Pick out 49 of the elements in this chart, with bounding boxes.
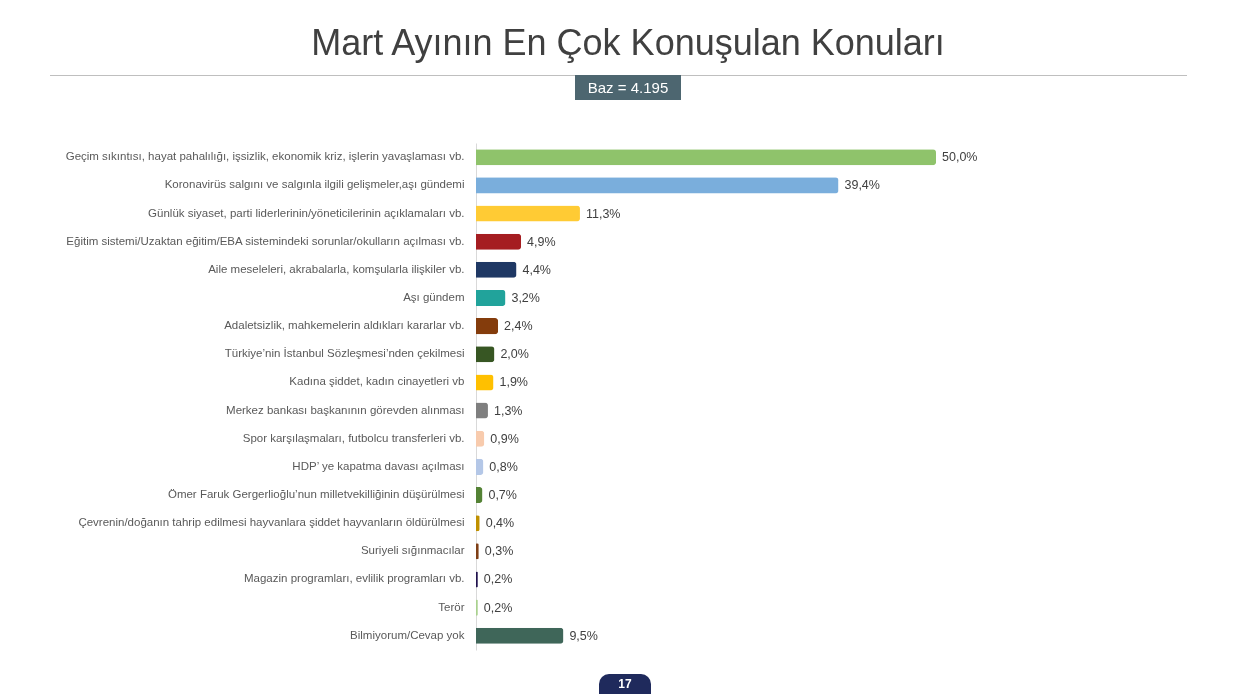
data-label: 4,4% <box>522 262 551 277</box>
y-tick-label: Bilmiyorum/Cevap yok <box>350 628 465 641</box>
data-label: 3,2% <box>511 290 540 305</box>
y-tick-label: Aşı gündem <box>403 290 465 303</box>
bar <box>476 233 522 250</box>
data-label: 2,0% <box>500 347 529 362</box>
y-tick-label: Terör <box>438 600 465 613</box>
bar <box>476 261 517 278</box>
y-tick-label: HDP’ ye kapatma davası açılması <box>292 459 465 472</box>
bar <box>476 205 580 222</box>
y-tick-label: Koronavirüs salgını ve salgınla ilgili gelişmeler,aşı gündemi <box>164 178 465 191</box>
data-label: 0,3% <box>484 544 514 559</box>
data-label: 1,9% <box>499 375 528 390</box>
bar <box>476 374 494 391</box>
data-label: 0,2% <box>483 600 513 615</box>
y-tick-label: Çevrenin/doğanın tahrip edilmesi hayvanlara şiddet hayvanların öldürülmesi <box>78 516 465 529</box>
data-label: 2,4% <box>504 319 533 334</box>
y-tick-label: Türkiye’nin İstanbul Sözleşmesi’nden çekilmesi <box>224 347 465 360</box>
y-tick-label: Adaletsizlik, mahkemelerin aldıkları kararlar vb. <box>224 319 465 332</box>
y-tick-label: Magazin programları, evlilik programları vb. <box>244 572 465 585</box>
data-label: 9,5% <box>569 628 598 643</box>
y-tick-label: Günlük siyaset, parti liderlerinin/yöneticilerinin açıklamaları vb. <box>148 206 465 219</box>
data-label: 4,9% <box>527 234 556 249</box>
y-tick-label: Geçim sıkıntısı, hayat pahalılığı, işsizlik, ekonomik kriz, işlerin yavaşlaması vb. <box>65 150 465 163</box>
bar <box>476 177 839 194</box>
data-label: 39,4% <box>844 178 880 193</box>
data-label: 11,3% <box>585 206 621 221</box>
bar <box>476 318 499 335</box>
bar <box>476 289 506 306</box>
data-label: 0,9% <box>490 431 519 446</box>
y-tick-label: Ömer Faruk Gergerlioğlu’nun milletvekilliğinin düşürülmesi <box>167 488 465 501</box>
chart-subtitle: Baz = 4.195 <box>587 79 669 96</box>
y-tick-label: Suriyeli sığınmacılar <box>360 544 465 557</box>
y-tick-label: Kadına şiddet, kadın cinayetleri vb <box>289 375 465 388</box>
data-label: 50,0% <box>942 150 978 165</box>
y-tick-label: Eğitim sistemi/Uzaktan eğitim/EBA sistemindeki sorunlar/okulların açılması vb. <box>66 234 465 247</box>
y-tick-label: Merkez bankası başkanının görevden alınması <box>226 403 465 416</box>
data-label: 0,7% <box>488 488 517 503</box>
bar <box>476 346 495 363</box>
chart-title: Mart Ayının En Çok Konuşulan Konuları <box>311 22 945 63</box>
bar <box>476 149 936 166</box>
data-label: 0,4% <box>485 516 515 531</box>
bar <box>476 627 564 644</box>
text: 17 <box>599 674 651 694</box>
y-tick-label: Aile meseleleri, akrabalarla, komşularla ilişkiler vb. <box>208 262 465 275</box>
data-label: 1,3% <box>493 403 523 418</box>
data-label: 0,2% <box>483 572 513 587</box>
y-tick-label: Spor karşılaşmaları, futbolcu transferleri vb. <box>242 431 465 444</box>
data-label: 0,8% <box>489 459 518 474</box>
